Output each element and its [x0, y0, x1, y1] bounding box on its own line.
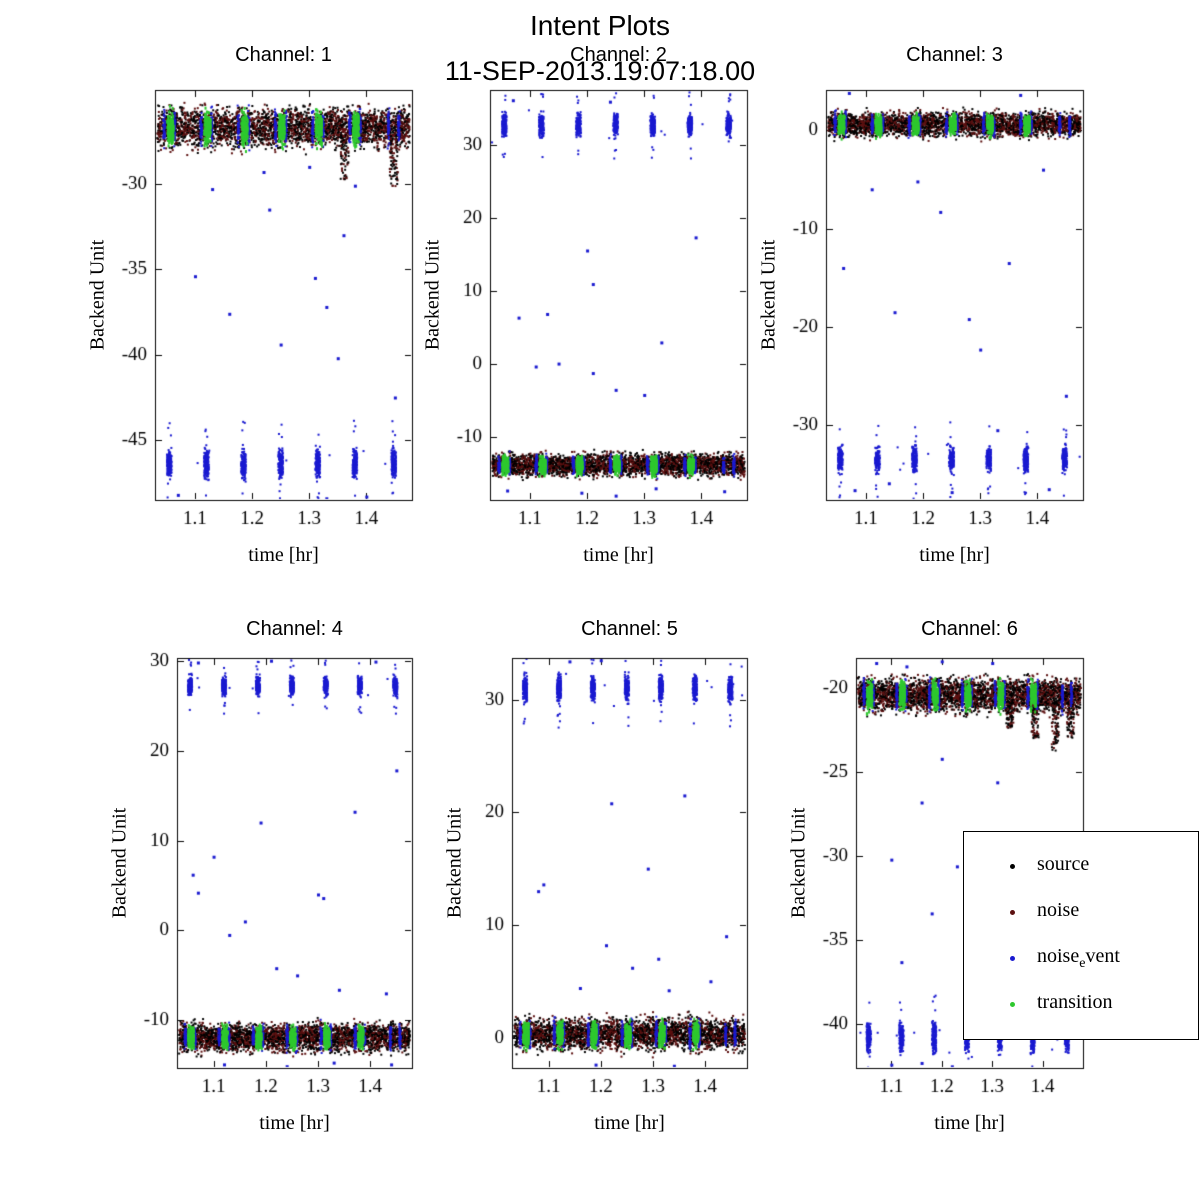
legend-item-source: source [1010, 853, 1198, 880]
ylabel-channel-4: Backend Unit [108, 807, 131, 919]
legend-label-noise: noise [1037, 899, 1080, 922]
legend-item-transition: transition [1010, 991, 1198, 1018]
transition-marker-icon [1010, 1001, 1015, 1007]
subplot-title-channel-5: Channel: 5 [581, 618, 678, 640]
subplot-title-channel-4: Channel: 4 [246, 618, 343, 640]
subplot-title-channel-1: Channel: 1 [235, 44, 332, 66]
xlabel-channel-6: time [hr] [934, 1112, 1005, 1134]
ylabel-channel-5: Backend Unit [443, 807, 466, 919]
noise-marker-icon [1010, 910, 1015, 916]
legend-item-noise: noise [1010, 899, 1198, 926]
xlabel-channel-4: time [hr] [259, 1112, 330, 1134]
ylabel-channel-3: Backend Unit [757, 239, 780, 351]
subplot-title-channel-2: Channel: 2 [570, 44, 667, 66]
ylabel-channel-2: Backend Unit [421, 239, 444, 351]
legend-label-source: source [1037, 853, 1090, 876]
subplot-title-channel-3: Channel: 3 [906, 44, 1003, 66]
figure-title: Intent Plots [529, 10, 671, 41]
xlabel-channel-5: time [hr] [594, 1112, 665, 1134]
ylabel-channel-6: Backend Unit [787, 807, 810, 919]
noise-event-marker-icon [1010, 955, 1015, 961]
xlabel-channel-3: time [hr] [919, 544, 990, 566]
subplot-title-channel-6: Channel: 6 [921, 618, 1018, 640]
legend-label-transition: transition [1037, 990, 1113, 1013]
legend-label-noise-event: noiseevent [1037, 944, 1120, 971]
xlabel-channel-1: time [hr] [248, 544, 319, 566]
legend-item-noise-event: noiseevent [1010, 945, 1198, 972]
xlabel-channel-2: time [hr] [583, 544, 654, 566]
figure-subtitle: 11-SEP-2013.19:07:18.00 [444, 56, 756, 86]
source-marker-icon [1010, 864, 1015, 870]
ylabel-channel-1: Backend Unit [86, 239, 109, 351]
legend: source noise noiseevent transition [963, 831, 1199, 1040]
